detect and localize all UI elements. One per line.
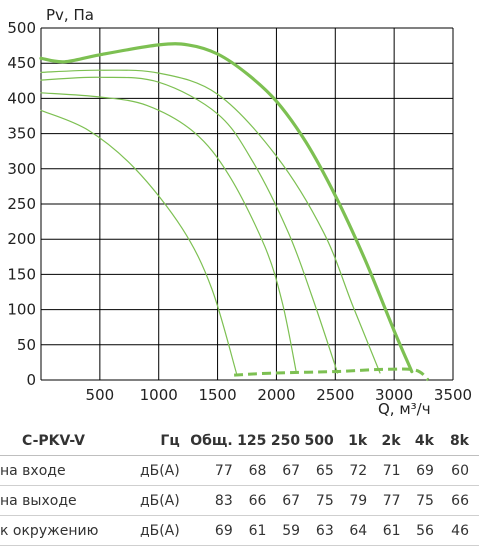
value-cell: 63 (300, 515, 334, 546)
grid (40, 27, 454, 381)
row-label: на входе (0, 455, 120, 486)
unit-cell: дБ(A) (119, 455, 180, 486)
value-cell: 68 (232, 455, 267, 486)
y-tick-label: 300 (7, 160, 36, 178)
value-cell: 66 (232, 485, 267, 516)
value-cell: 79 (333, 485, 368, 516)
value-cell: 56 (400, 515, 434, 546)
y-tick-label: 0 (26, 371, 36, 389)
value-cell: 77 (179, 455, 233, 486)
fan-curve-4 (40, 109, 237, 374)
y-tick-label: 100 (7, 301, 36, 319)
table-row: на выходе дБ(A) 83 66 67 75 79 77 75 66 (0, 485, 479, 516)
fan-curve-2 (40, 76, 339, 374)
table-row: к окружению дБ(A) 69 61 59 63 64 61 56 46 (0, 515, 479, 546)
value-cell: 61 (367, 515, 401, 546)
y-tick-label: 200 (7, 230, 36, 248)
table-body: на входе дБ(A) 77 68 67 65 72 71 69 60 на выходе дБ… (0, 455, 479, 546)
row-label: на выходе (0, 485, 120, 516)
x-tick-label: 3500 (434, 386, 472, 404)
value-cell: 72 (333, 455, 368, 486)
y-tick-label: 500 (7, 19, 36, 37)
column-header: 2k (367, 426, 401, 456)
column-header: Гц (119, 426, 180, 456)
unit-cell: дБ(A) (119, 485, 180, 516)
x-tick-label: 2000 (257, 386, 295, 404)
y-tick-label: 50 (17, 336, 36, 354)
fan-curve-chart: 500 1000 1500 2000 2500 3000 3500 0 50 100 150 200 2… (7, 6, 472, 418)
x-tick-label: 1500 (198, 386, 236, 404)
column-header: 4k (400, 426, 434, 456)
value-cell: 67 (266, 485, 301, 516)
x-axis-label: Q, м³/ч (378, 400, 431, 418)
operating-limit-dashed-line (234, 367, 430, 382)
value-cell: 75 (400, 485, 434, 516)
column-header: Общ. (179, 426, 233, 456)
column-header: 250 (266, 426, 301, 456)
x-tick-label: 1000 (140, 386, 178, 404)
row-label: к окружению (0, 515, 120, 546)
column-header: 1k (333, 426, 368, 456)
value-cell: 60 (433, 455, 479, 486)
x-tick-label: 3000 (375, 386, 413, 404)
value-cell: 46 (433, 515, 479, 546)
value-cell: 65 (300, 455, 334, 486)
value-cell: 59 (266, 515, 301, 546)
column-header: 500 (300, 426, 334, 456)
y-tick-label: 450 (7, 54, 36, 72)
model-name: C-PKV-V (0, 426, 120, 456)
value-cell: 64 (333, 515, 368, 546)
value-cell: 69 (400, 455, 434, 486)
tick-labels: 500 1000 1500 2000 2500 3000 3500 0 50 100 150 200 2… (7, 19, 472, 404)
value-cell: 67 (266, 455, 301, 486)
y-tick-label: 400 (7, 89, 36, 107)
noise-table: C-PKV-V Гц Общ. 125 250 500 1k 2k 4k 8k на входе д… (0, 426, 479, 546)
column-header: 8k (433, 426, 479, 456)
table-row: на входе дБ(A) 77 68 67 65 72 71 69 60 (0, 455, 479, 486)
table-header-row: C-PKV-V Гц Общ. 125 250 500 1k 2k 4k 8k (0, 426, 479, 456)
x-tick-label: 500 (86, 386, 115, 404)
column-header: 125 (232, 426, 267, 456)
value-cell: 75 (300, 485, 334, 516)
y-axis-label: Pv, Па (46, 6, 94, 24)
x-tick-label: 2500 (316, 386, 354, 404)
value-cell: 83 (179, 485, 233, 516)
y-tick-label: 350 (7, 125, 36, 143)
y-tick-label: 250 (7, 195, 36, 213)
value-cell: 71 (367, 455, 401, 486)
value-cell: 69 (179, 515, 233, 546)
series-group (39, 42, 430, 382)
value-cell: 77 (367, 485, 401, 516)
value-cell: 61 (232, 515, 267, 546)
fan-curve-1 (40, 69, 381, 374)
fan-curve-max (39, 42, 414, 374)
value-cell: 66 (433, 485, 479, 516)
y-tick-label: 150 (7, 265, 36, 283)
unit-cell: дБ(A) (119, 515, 180, 546)
fan-curve-3 (40, 92, 297, 374)
